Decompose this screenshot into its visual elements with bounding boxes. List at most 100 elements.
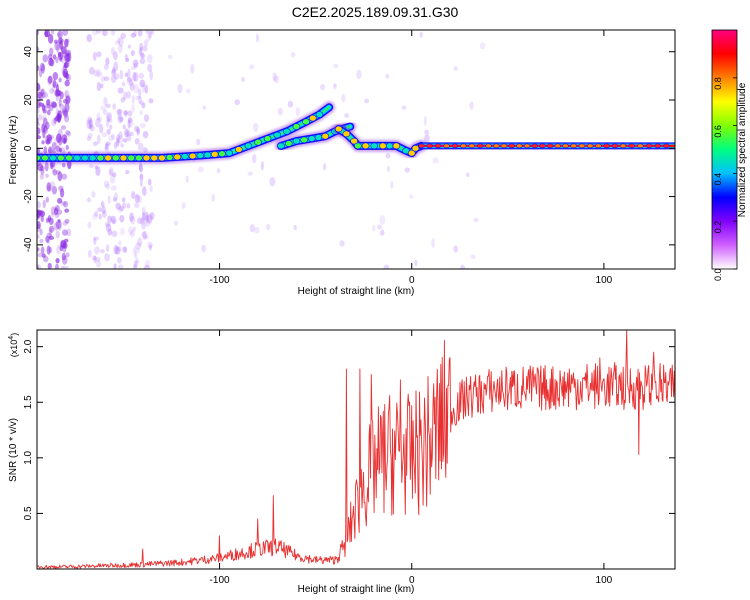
noise-speckle xyxy=(61,173,68,180)
noise-speckle xyxy=(62,30,69,37)
ridge-dot xyxy=(334,125,343,133)
noise-speckle xyxy=(137,30,143,37)
noise-speckle xyxy=(61,162,66,168)
noise-speckle xyxy=(63,70,68,79)
noise-speckle xyxy=(46,109,51,116)
noise-speckle xyxy=(344,113,350,118)
snr-series-line xyxy=(37,330,675,569)
noise-speckle xyxy=(277,107,283,116)
noise-speckle xyxy=(41,140,45,145)
noise-speckle xyxy=(65,49,72,57)
noise-speckle xyxy=(123,246,127,253)
noise-speckle xyxy=(57,113,61,123)
ridge-dot xyxy=(283,128,291,135)
noise-speckle xyxy=(58,98,62,107)
noise-speckle xyxy=(64,102,70,113)
noise-speckle xyxy=(37,265,40,269)
noise-speckle xyxy=(37,264,42,269)
noise-speckle xyxy=(137,195,143,204)
noise-speckle xyxy=(44,121,50,130)
noise-speckle xyxy=(65,129,71,136)
noise-speckle xyxy=(96,134,101,145)
noise-speckle xyxy=(109,169,113,175)
noise-speckle xyxy=(113,141,118,149)
noise-speckle xyxy=(66,228,71,237)
noise-speckle xyxy=(118,131,123,140)
noise-speckle xyxy=(62,242,68,249)
noise-speckle xyxy=(55,107,59,118)
noise-speckle xyxy=(129,131,134,137)
noise-speckle xyxy=(139,173,144,182)
ridge-dot xyxy=(434,143,442,149)
spectrogram-frame xyxy=(36,29,676,270)
ridge-dot xyxy=(308,114,317,122)
noise-speckle xyxy=(141,102,146,109)
noise-speckle xyxy=(65,252,70,258)
noise-speckle xyxy=(144,264,150,269)
noise-speckle xyxy=(48,246,53,254)
noise-speckle xyxy=(88,66,95,75)
noise-speckle xyxy=(97,207,103,213)
noise-speckle xyxy=(139,110,143,116)
noise-speckle xyxy=(143,39,149,47)
noise-speckle xyxy=(137,237,143,247)
noise-speckle xyxy=(109,215,116,222)
noise-speckle xyxy=(65,265,69,269)
snr-y-scale-factor: (x104) xyxy=(8,333,19,357)
noise-speckle xyxy=(139,100,145,106)
snr-panel: -100 0 100 0.5 1.0 1.5 2.0 Height of straight … xyxy=(8,329,676,595)
noise-speckle xyxy=(124,110,128,117)
noise-speckle xyxy=(100,201,105,208)
noise-speckle xyxy=(117,134,123,144)
ridge-dot xyxy=(314,134,323,141)
noise-speckle xyxy=(126,134,132,142)
noise-speckle xyxy=(51,118,57,127)
noise-speckle xyxy=(379,229,385,236)
noise-speckle xyxy=(87,132,93,139)
ridge-dot xyxy=(234,146,243,153)
noise-speckle xyxy=(46,99,51,106)
noise-speckle xyxy=(37,65,40,71)
ridge-dot xyxy=(300,136,308,144)
ridge-dot xyxy=(586,143,594,149)
noise-speckle xyxy=(113,192,119,201)
noise-speckle xyxy=(377,224,382,230)
noise-speckle xyxy=(88,164,94,169)
noise-speckle xyxy=(46,245,51,255)
ridge-dot xyxy=(111,154,120,162)
noise-speckle xyxy=(419,31,423,38)
snr-y-scale-close: ) xyxy=(9,333,19,336)
noise-speckle xyxy=(55,170,61,175)
noise-speckle xyxy=(93,236,100,241)
noise-speckle xyxy=(48,235,54,241)
noise-speckle xyxy=(287,100,294,108)
ridge-dot xyxy=(225,149,233,157)
noise-speckle xyxy=(134,253,138,260)
noise-speckle xyxy=(144,259,151,267)
noise-speckle xyxy=(432,157,439,164)
noise-speckle xyxy=(37,163,44,172)
noise-speckle xyxy=(118,37,124,47)
noise-speckle xyxy=(145,212,149,222)
ridge-dot xyxy=(426,143,434,149)
ridge-dot xyxy=(302,118,310,126)
noise-speckle xyxy=(57,197,63,204)
noise-speckle xyxy=(98,213,102,220)
noise-speckle xyxy=(106,112,113,122)
noise-speckle xyxy=(57,30,63,39)
ridge-dot xyxy=(292,137,301,145)
noise-speckle xyxy=(124,53,128,63)
noise-speckle xyxy=(181,202,186,209)
noise-speckle xyxy=(64,218,70,224)
ridge-dot xyxy=(578,143,586,149)
noise-speckle xyxy=(460,264,466,269)
noise-speckle xyxy=(135,242,142,250)
noise-speckle xyxy=(86,197,92,203)
noise-speckle xyxy=(145,215,150,223)
noise-speckle xyxy=(379,214,386,225)
noise-speckle xyxy=(466,172,470,178)
ridge-dot xyxy=(350,137,358,145)
noise-speckle xyxy=(100,83,104,89)
noise-speckle xyxy=(89,118,93,128)
spectrogram-ticks: -100 0 100 -40 -20 0 20 40 xyxy=(23,30,675,286)
